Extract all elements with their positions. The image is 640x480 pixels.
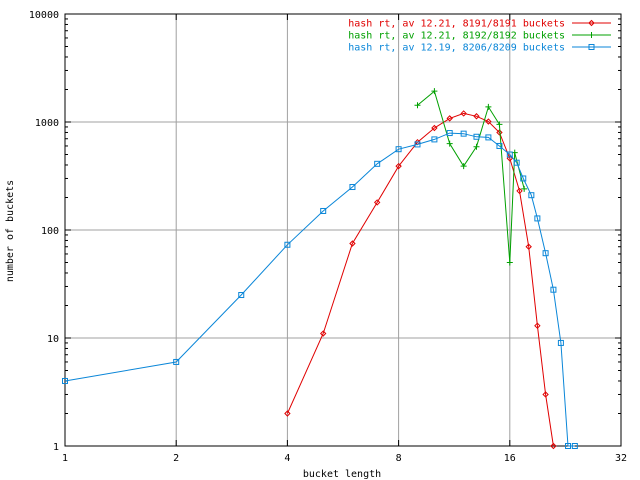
data-point-square bbox=[513, 159, 520, 166]
data-point-diamond bbox=[588, 19, 595, 27]
series-3 bbox=[62, 130, 578, 449]
x-tick-label: 16 bbox=[504, 453, 516, 464]
data-point-diamond bbox=[460, 110, 467, 117]
series-2 bbox=[414, 88, 528, 266]
data-point-plus bbox=[506, 259, 513, 266]
data-point-diamond bbox=[516, 187, 523, 195]
data-point-diamond bbox=[525, 243, 532, 250]
series-line bbox=[64, 132, 575, 447]
data-point-diamond bbox=[373, 199, 381, 206]
x-tick-label: 32 bbox=[615, 453, 627, 464]
data-point-square bbox=[542, 250, 549, 257]
data-point-plus bbox=[446, 140, 453, 147]
data-point-square bbox=[395, 146, 402, 153]
legend: hash rt, av 12.21, 8191/8191 bucketshash… bbox=[348, 19, 611, 54]
data-point-square bbox=[62, 377, 68, 384]
y-tick-label: 100 bbox=[41, 226, 59, 237]
data-point-square bbox=[571, 443, 578, 449]
data-point-plus bbox=[521, 185, 528, 192]
data-point-diamond bbox=[534, 322, 541, 329]
data-point-square bbox=[506, 151, 513, 158]
data-point-plus bbox=[460, 163, 467, 170]
data-point-square bbox=[520, 175, 527, 182]
data-point-plus bbox=[496, 121, 503, 128]
data-point-diamond bbox=[431, 124, 438, 132]
data-point-diamond bbox=[550, 442, 557, 450]
data-point-diamond bbox=[349, 240, 356, 247]
data-point-plus bbox=[414, 102, 421, 109]
data-point-square bbox=[349, 184, 356, 191]
x-axis-label: bucket length bbox=[303, 469, 381, 480]
series-line bbox=[286, 112, 554, 447]
data-point-square bbox=[446, 130, 453, 137]
data-point-square bbox=[320, 207, 327, 214]
data-point-square bbox=[238, 292, 245, 299]
x-tick-label: 4 bbox=[284, 453, 290, 464]
data-point-plus bbox=[588, 32, 595, 38]
data-point-square bbox=[550, 286, 557, 293]
data-point-square bbox=[496, 142, 503, 149]
x-tick-label: 1 bbox=[62, 453, 68, 464]
data-point-diamond bbox=[319, 330, 327, 337]
data-point-square bbox=[473, 133, 480, 140]
data-point-square bbox=[414, 141, 421, 148]
series-1 bbox=[284, 110, 557, 450]
data-point-square bbox=[284, 241, 291, 248]
data-point-square bbox=[485, 134, 492, 141]
y-axis-label: number of buckets bbox=[5, 180, 16, 282]
axes: 1 2 4 8 16 32 1 10 100 1000 10000 bbox=[29, 10, 627, 464]
data-point-diamond bbox=[496, 129, 503, 136]
series-line bbox=[417, 90, 525, 263]
data-point-diamond bbox=[506, 155, 514, 162]
data-point-plus bbox=[431, 88, 438, 95]
series-group bbox=[62, 88, 578, 450]
legend-label: hash rt, av 12.21, 8191/8191 buckets bbox=[348, 19, 565, 30]
y-tick-label: 1 bbox=[53, 442, 59, 453]
y-tick-label: 10000 bbox=[29, 10, 59, 21]
legend-label: hash rt, av 12.21, 8192/8192 buckets bbox=[348, 31, 565, 42]
x-tick-label: 8 bbox=[396, 453, 402, 464]
plot-frame bbox=[64, 13, 622, 447]
y-tick-label: 1000 bbox=[35, 118, 59, 129]
data-point-plus bbox=[473, 143, 480, 150]
data-point-diamond bbox=[485, 118, 492, 125]
y-tick-label: 10 bbox=[47, 334, 59, 345]
data-point-square bbox=[374, 160, 381, 167]
data-point-square bbox=[528, 192, 535, 199]
data-point-diamond bbox=[446, 115, 453, 122]
data-point-plus bbox=[485, 103, 492, 110]
data-point-diamond bbox=[395, 162, 402, 170]
x-tick-label: 2 bbox=[173, 453, 179, 464]
data-point-square bbox=[565, 443, 572, 449]
data-point-square bbox=[173, 358, 180, 365]
data-point-square bbox=[534, 215, 541, 222]
legend-label: hash rt, av 12.19, 8206/8209 buckets bbox=[348, 43, 565, 54]
data-point-square bbox=[460, 130, 467, 137]
data-point-square bbox=[588, 44, 595, 50]
data-point-diamond bbox=[473, 113, 480, 120]
data-point-diamond bbox=[542, 391, 549, 398]
data-point-square bbox=[557, 339, 564, 346]
data-point-diamond bbox=[284, 410, 291, 417]
data-point-square bbox=[431, 136, 438, 143]
